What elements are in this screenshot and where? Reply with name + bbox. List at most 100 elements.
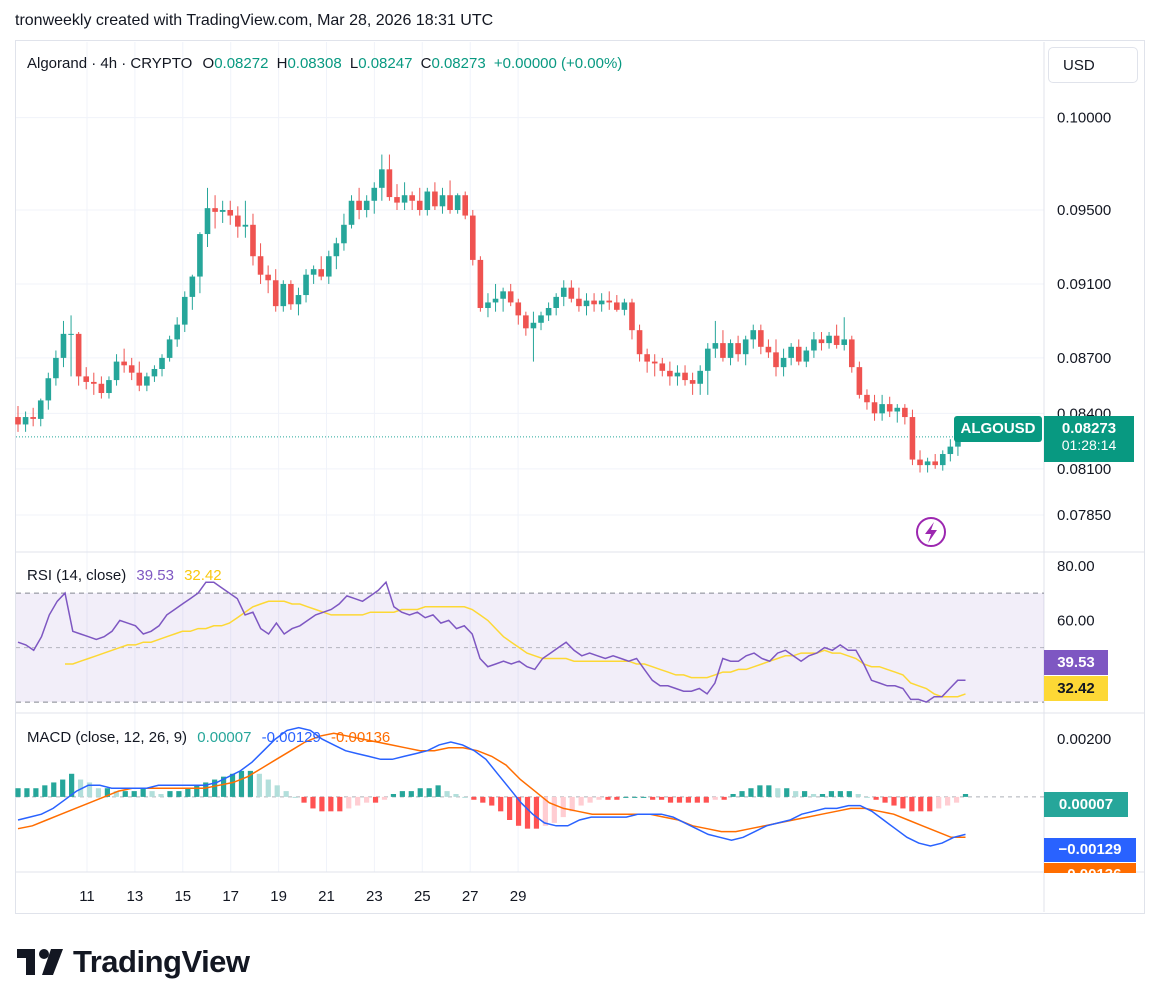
macd-histogram-bar (900, 796, 906, 809)
candle (477, 256, 484, 312)
tradingview-logo[interactable]: TradingView (17, 944, 250, 980)
candle (53, 350, 59, 386)
candle-body (53, 357, 59, 379)
macd-value: -0.00129 (261, 729, 321, 746)
candle (379, 154, 385, 201)
candle-body (811, 339, 817, 351)
candle-body (348, 200, 355, 225)
candle-body (272, 280, 279, 307)
candle-body (636, 330, 643, 355)
candle-body (363, 200, 370, 211)
macd-histogram-bar (220, 776, 227, 797)
candle (197, 232, 203, 294)
symbol-title: Algorand · 4h · CRYPTO (27, 55, 193, 72)
candle (651, 354, 658, 377)
currency-button[interactable]: USD (1048, 47, 1138, 83)
candle-body (470, 215, 476, 260)
candle (841, 317, 848, 351)
candle (409, 191, 415, 211)
macd-histogram-bar (596, 796, 602, 800)
candle-body (523, 315, 529, 329)
candle-body (98, 383, 105, 394)
candle (758, 324, 764, 355)
candle (765, 339, 772, 358)
macd-histogram-bar (507, 796, 513, 820)
macd-histogram-bar (837, 791, 843, 797)
time-tick-label: 13 (127, 888, 144, 905)
macd-signal-line (17, 732, 966, 839)
macd-histogram-bar (185, 788, 191, 797)
candle (424, 187, 431, 216)
candle (227, 200, 234, 225)
candle-body (682, 372, 688, 381)
candle-body (750, 330, 757, 340)
candle (325, 250, 332, 284)
grid (15, 42, 1145, 912)
candle (530, 311, 537, 362)
candle-body (689, 380, 696, 384)
candle-body (833, 335, 840, 345)
candle-body (15, 417, 21, 425)
macd-histogram-bar (846, 791, 852, 797)
candle (523, 311, 529, 336)
macd-histogram-bar (426, 788, 432, 797)
macd-hist-tag: 0.00007 (1044, 792, 1128, 817)
macd-signal-value: -0.00136 (331, 729, 391, 746)
candle-body (242, 224, 249, 227)
candle-body (181, 296, 188, 325)
open-value: 0.08272 (214, 55, 269, 72)
macd-histogram-bar (95, 788, 102, 797)
candle-body (841, 339, 848, 345)
candle (712, 320, 719, 358)
candle (538, 311, 544, 331)
candle-body (583, 300, 590, 307)
candle (30, 407, 36, 427)
rsi-value: 39.53 (136, 567, 174, 584)
candle-body (379, 169, 385, 188)
macd-histogram-bar (802, 791, 808, 797)
macd-histogram-bar (408, 791, 414, 797)
candle-body (295, 295, 302, 305)
macd-histogram-bar (667, 796, 674, 803)
candle (204, 187, 211, 247)
candle (22, 411, 29, 432)
macd-histogram-bar (730, 794, 736, 797)
macd-histogram-bar (346, 796, 352, 809)
candle-body (106, 380, 112, 394)
candle (591, 293, 597, 312)
candle (272, 269, 279, 312)
macd-histogram-bar (33, 788, 39, 797)
candle (265, 265, 271, 294)
lightning-icon[interactable] (916, 517, 946, 547)
candle-body (121, 361, 127, 366)
macd-signal-tag: −0.00136 (1044, 863, 1136, 873)
price-axis: 0.100000.095000.091000.087000.084000.081… (1057, 110, 1111, 524)
macd-histogram-bar (372, 796, 379, 803)
candle (545, 302, 552, 321)
macd-histogram-bar (140, 788, 146, 797)
macd-histogram-bar (775, 788, 781, 797)
candle (682, 365, 688, 386)
candle (242, 200, 249, 238)
candle-body (924, 461, 931, 466)
candle (689, 372, 696, 395)
candle (121, 348, 127, 373)
macd-histogram-bar (42, 785, 48, 797)
macd-histogram-bar (569, 796, 575, 812)
candle-body (598, 300, 605, 305)
macd-histogram-bar (658, 796, 665, 800)
price-tick-label: 0.07850 (1057, 507, 1111, 524)
candle-body (651, 361, 658, 364)
candle-body (560, 287, 567, 297)
macd-histogram-bar (274, 785, 280, 797)
candle (833, 324, 840, 349)
candle (106, 376, 112, 399)
candle (492, 283, 499, 312)
macd-histogram-bar (936, 796, 942, 809)
macd-histogram-bar (194, 785, 200, 797)
candle-body (553, 296, 559, 308)
candle-body (219, 210, 226, 212)
candle-body (591, 300, 597, 305)
candle-body (401, 195, 408, 203)
